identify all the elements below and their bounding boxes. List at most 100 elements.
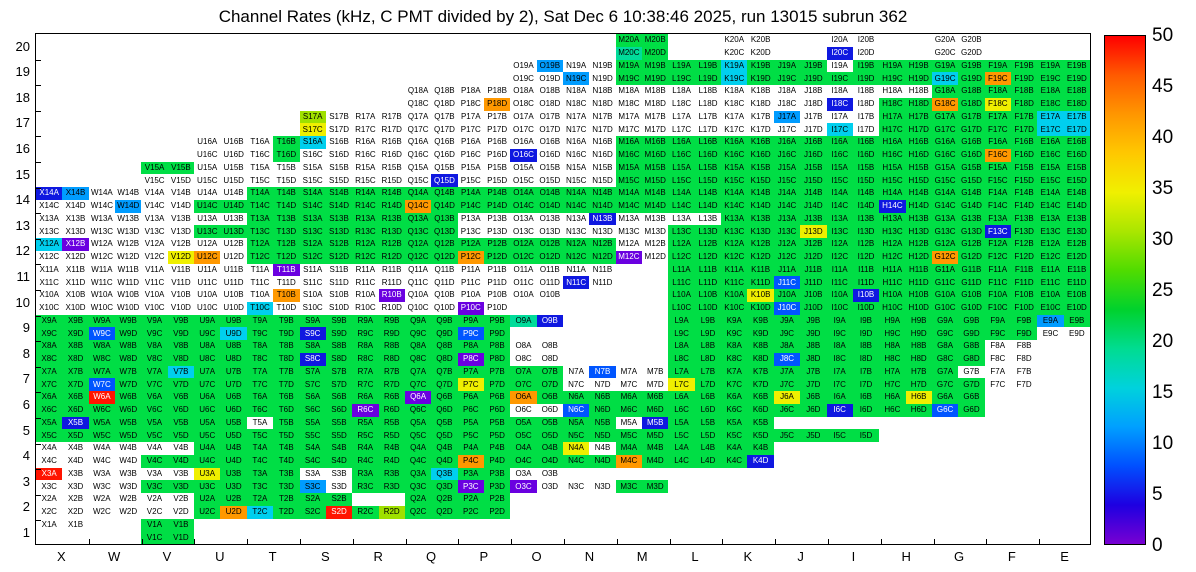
channel-cell: F14B (1010, 187, 1038, 200)
channel-cell: L13B (694, 212, 722, 226)
channel-cell: X3B (62, 467, 89, 481)
channel-cell: N4B (589, 442, 616, 455)
channel-cell: W7D (115, 378, 142, 391)
channel-cell: O7A (510, 365, 537, 379)
channel-cell: T7D (273, 378, 300, 391)
channel-cell: O3B (536, 467, 563, 481)
channel-cell: Q14B (431, 187, 458, 200)
channel-cell: Q2C (404, 505, 432, 519)
channel-cell: V8D (167, 352, 195, 366)
channel-cell: L17A (668, 110, 695, 124)
channel-cell: T16D (273, 148, 300, 162)
channel-cell: Q9C (404, 327, 432, 340)
channel-cell: I15D (852, 174, 880, 187)
channel-cell: I17B (852, 110, 880, 124)
channel-cell: E16C (1037, 148, 1064, 162)
channel-cell: M6A (615, 391, 643, 404)
channel-cell: W13A (88, 212, 116, 226)
channel-cell: K6D (747, 403, 774, 417)
colorbar-tick-label: 15 (1152, 382, 1174, 403)
channel-cell: O14A (510, 187, 537, 200)
channel-cell: F17A (984, 110, 1011, 124)
channel-cell: H14D (905, 199, 932, 213)
channel-cell: J10B (800, 289, 827, 302)
channel-cell: F18D (1010, 97, 1038, 111)
channel-cell: E12C (1037, 250, 1064, 264)
channel-cell: P5B (483, 416, 511, 430)
channel-cell: W4D (115, 454, 142, 468)
channel-cell: S12A (299, 238, 326, 251)
channel-cell: V3A (141, 467, 168, 481)
axis-tick (933, 539, 935, 544)
channel-cell: R16D (378, 148, 405, 162)
channel-cell: O16A (510, 136, 537, 149)
channel-cell: J16A (773, 136, 801, 149)
channel-cell: R6C (352, 403, 379, 417)
channel-cell: J14B (800, 187, 827, 200)
channel-cell: H18B (905, 85, 932, 98)
channel-cell: N19C (563, 72, 590, 85)
channel-cell: L7C (668, 378, 695, 391)
channel-cell: M7D (642, 378, 669, 391)
channel-cell: P3C (457, 480, 484, 493)
channel-cell: W14C (88, 199, 116, 213)
channel-cell: G19C (931, 72, 959, 85)
channel-cell: H16A (879, 136, 906, 149)
channel-cell: P9C (457, 327, 484, 340)
x-axis-label: O (531, 549, 542, 564)
channel-cell: S17C (299, 123, 326, 136)
channel-cell: V12A (141, 238, 168, 251)
channel-cell: T6A (246, 391, 274, 404)
channel-cell: J16C (773, 148, 801, 162)
channel-cell: P8A (457, 340, 484, 353)
channel-cell: X1B (62, 518, 89, 532)
channel-cell: N12B (589, 238, 616, 251)
channel-cell: N18A (563, 85, 590, 98)
channel-cell: T8D (273, 352, 300, 366)
axis-tick (405, 539, 407, 544)
channel-cell: F18B (1010, 85, 1038, 98)
channel-cell: K19D (747, 72, 774, 85)
channel-cell: I17D (852, 123, 880, 136)
axis-tick (36, 162, 41, 163)
channel-cell: I12C (826, 250, 853, 264)
channel-cell: F18A (984, 85, 1011, 98)
channel-cell: H9C (879, 327, 906, 340)
channel-cell: W9B (115, 314, 142, 328)
channel-cell: Q14A (404, 187, 432, 200)
channel-cell: X4A (36, 442, 63, 455)
channel-cell: N18C (563, 97, 590, 111)
y-axis-label: 18 (15, 89, 30, 105)
channel-cell: F13C (984, 225, 1011, 238)
channel-cell: P2D (483, 505, 511, 519)
channel-cell: O11A (510, 263, 537, 277)
channel-cell: X13A (36, 212, 63, 226)
y-axis-label: 15 (15, 166, 30, 182)
channel-cell: R17D (378, 123, 405, 136)
channel-cell: P5C (457, 429, 484, 442)
channel-cell: I7B (852, 365, 880, 379)
channel-cell: X9B (62, 314, 89, 328)
channel-cell: W3B (115, 467, 142, 481)
y-axis-label: 2 (22, 499, 30, 515)
plot-area: M20A M20B M20C M20D K20A K20B K20C K20D I20A I20B… (35, 33, 1091, 545)
channel-cell: V12C (141, 250, 168, 264)
channel-cell: Q6D (431, 403, 458, 417)
channel-cell: M19C (615, 72, 643, 85)
channel-cell: V15A (141, 161, 168, 175)
channel-cell: O16B (536, 136, 563, 149)
channel-cell: N16C (563, 148, 590, 162)
axis-tick (36, 443, 41, 445)
channel-cell: K12C (721, 250, 748, 264)
channel-cell: E11B (1063, 263, 1090, 277)
channel-cell: O8A (510, 340, 537, 353)
channel-cell: K16A (721, 136, 748, 149)
channel-cell: R17C (352, 123, 379, 136)
y-axis-label: 8 (22, 345, 30, 361)
channel-cell: W11B (115, 263, 142, 277)
channel-cell: N14C (563, 199, 590, 213)
channel-cell: R15C (352, 174, 379, 187)
channel-cell: L8B (694, 340, 722, 353)
channel-cell: K15C (721, 174, 748, 187)
channel-cell: R12D (378, 250, 405, 264)
